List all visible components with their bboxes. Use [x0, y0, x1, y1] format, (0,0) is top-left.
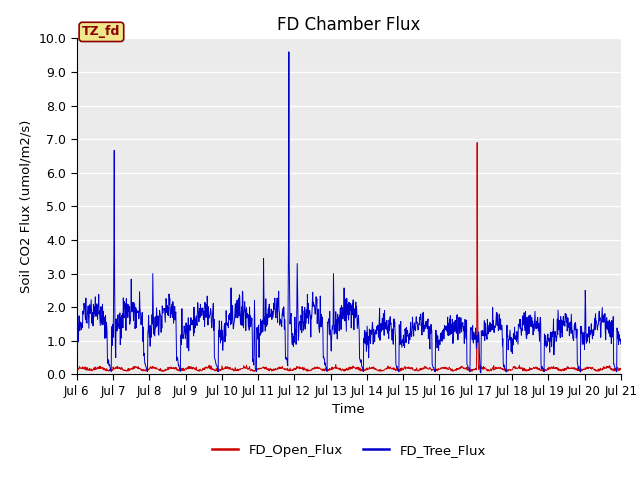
Y-axis label: Soil CO2 Flux (umol/m2/s): Soil CO2 Flux (umol/m2/s) [20, 120, 33, 293]
Legend: FD_Open_Flux, FD_Tree_Flux: FD_Open_Flux, FD_Tree_Flux [206, 438, 492, 462]
X-axis label: Time: Time [333, 403, 365, 416]
Text: TZ_fd: TZ_fd [82, 25, 120, 38]
Title: FD Chamber Flux: FD Chamber Flux [277, 16, 420, 34]
